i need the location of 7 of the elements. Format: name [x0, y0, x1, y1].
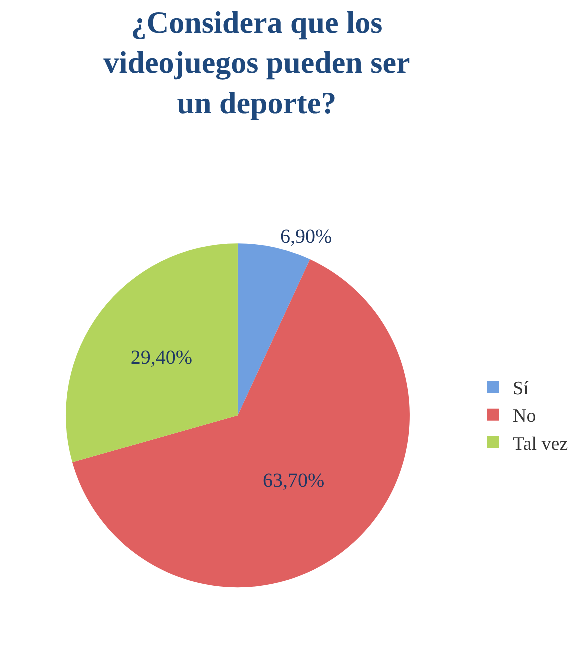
- data-label: 29,40%: [130, 346, 192, 369]
- chart-title: ¿Considera que los videojuegos pueden ser un deporte?: [104, 4, 410, 120]
- data-label: 63,70%: [262, 470, 325, 492]
- legend-label: Tal vez: [513, 434, 568, 455]
- legend-label: Sí: [513, 378, 530, 400]
- legend-label: No: [513, 406, 536, 428]
- data-label: 6,90%: [280, 226, 332, 248]
